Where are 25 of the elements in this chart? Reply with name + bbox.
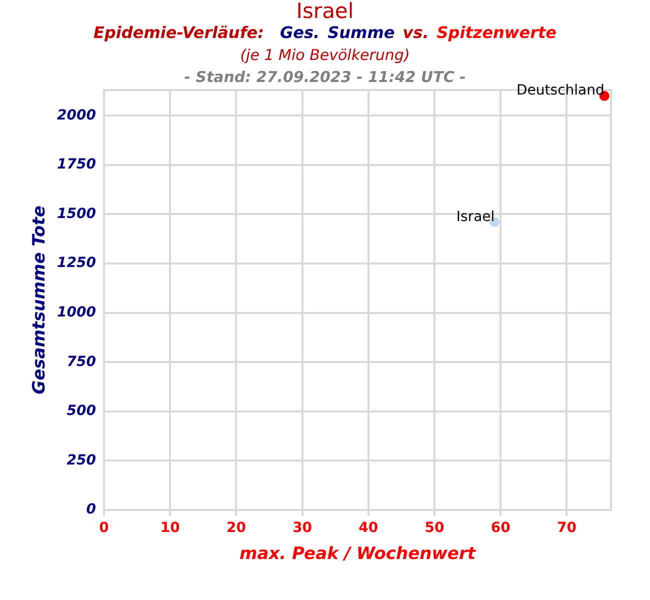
- y-tick-label: 2000: [57, 107, 96, 124]
- y-tick-label: 1250: [57, 255, 96, 272]
- x-tick-label: 30: [292, 520, 312, 536]
- x-axis-title: max. Peak / Wochenwert: [240, 544, 476, 564]
- y-tick-label: 1000: [57, 304, 96, 320]
- x-tick-label: 50: [424, 520, 445, 536]
- series-label: Deutschland: [516, 82, 604, 99]
- x-tick-label: 70: [556, 520, 577, 536]
- y-tick-label: 1500: [57, 206, 96, 222]
- x-tick-label: 20: [226, 520, 246, 536]
- x-tick-label: 60: [490, 520, 511, 536]
- y-tick-label: 750: [66, 354, 96, 370]
- text: - Stand: 27.09.2023 - 11:42 UTC -: [184, 68, 466, 86]
- chart-title: Israel: [295, 0, 355, 23]
- chart-subtitle: Epidemie-Verläufe: Ges. Summe vs. Spitzenwerte: [94, 23, 556, 42]
- x-tick-label: 40: [358, 520, 378, 536]
- y-tick-label: 1750: [57, 156, 96, 173]
- y-axis-title: Gesamtsumme Tote: [30, 206, 50, 394]
- series-label: Israel: [456, 208, 495, 225]
- x-tick-label: 0: [99, 520, 110, 536]
- y-tick-label: 0: [86, 502, 96, 518]
- x-tick-label: 10: [160, 520, 180, 536]
- y-tick-label: 250: [66, 452, 96, 468]
- y-tick-label: 500: [66, 403, 96, 420]
- text: (je 1 Mio Bevölkerung): [239, 45, 411, 66]
